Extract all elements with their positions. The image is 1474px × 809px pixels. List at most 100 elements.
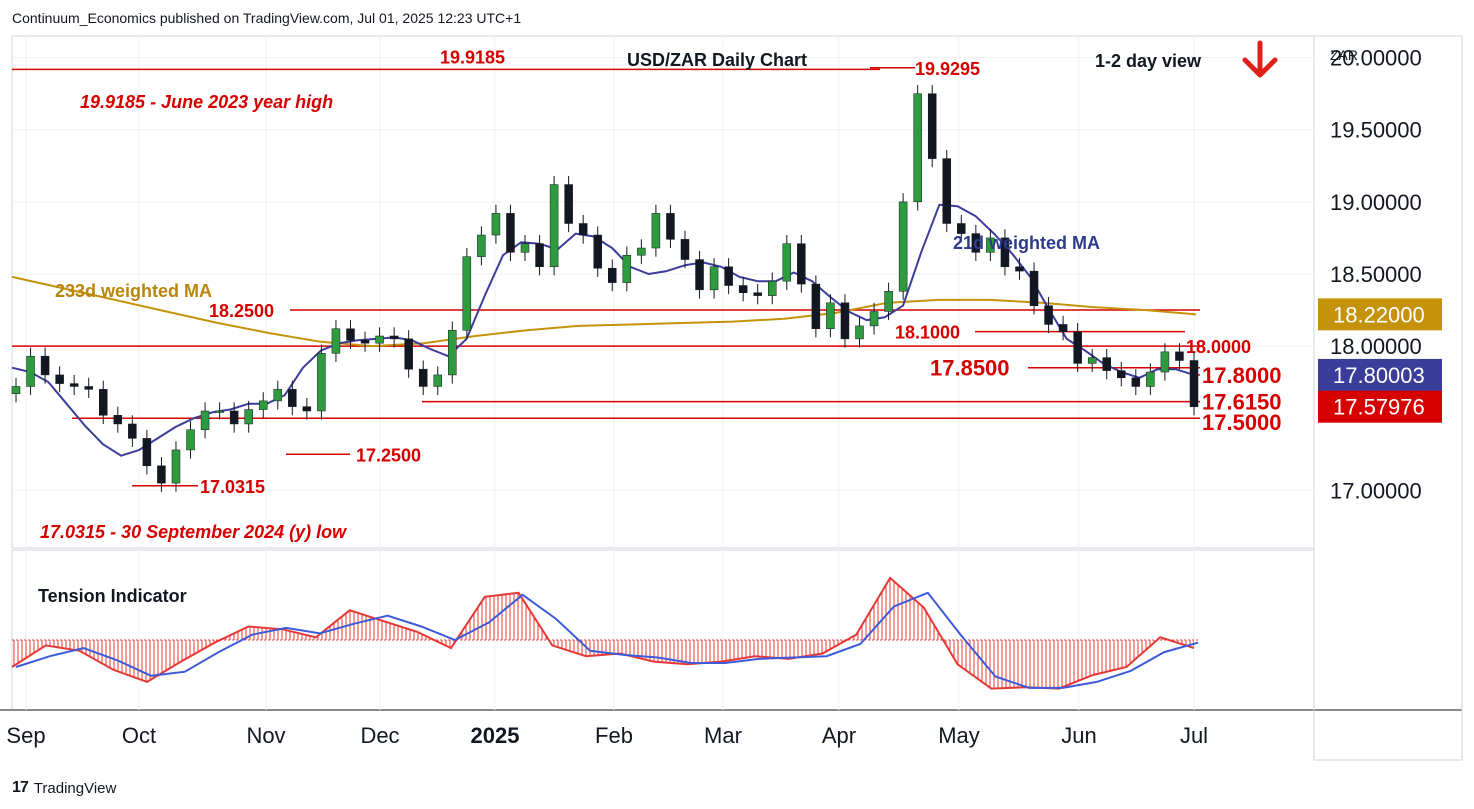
level-label: 19.9185 [440,47,505,67]
candle-body [302,406,312,412]
candle-body [840,302,850,340]
candle-body [753,292,762,296]
candle-body [855,325,864,340]
x-tick-label: Jul [1180,723,1208,748]
x-tick-label: Feb [595,723,633,748]
price-tag-bg [1318,390,1442,423]
candle-body [389,335,399,340]
level-label: 17.5000 [1202,410,1282,435]
candle-body [782,243,792,282]
publisher-header: Continuum_Economics published on Trading… [12,10,522,26]
candle-body [549,184,559,268]
candle-body [1073,331,1082,364]
candle-body [637,247,646,256]
tradingview-footer[interactable]: 17 TradingView [12,779,116,797]
candle-body [375,335,384,344]
candle-body [1189,360,1199,407]
candle-body [229,410,239,425]
candle-body [709,266,719,291]
candle-body [869,311,879,327]
candle-body [608,267,617,283]
candle-body [142,438,152,467]
candle-body [69,383,79,387]
candle-body [1058,324,1068,332]
candle-body [1102,357,1111,371]
candle-body [957,223,966,234]
candle-body [331,328,341,354]
x-tick-label: Oct [122,723,156,748]
candle-body [55,374,64,384]
x-tick-label: Dec [360,723,399,748]
candle-body [535,243,544,268]
candle-body [986,237,995,253]
y-tick-label: 20.00000 [1330,46,1422,71]
tradingview-label: TradingView [33,779,117,797]
y-tick-label: 18.50000 [1330,262,1422,287]
candle-body [1087,357,1097,364]
level-label: 18.2500 [209,301,274,321]
tension-panel-frame [11,549,1315,711]
candle-body [288,389,297,407]
x-tick-label: May [938,723,980,748]
y-tick-label: 17.00000 [1330,478,1422,503]
candle-body [448,329,457,376]
price-tag-label: 18.22000 [1333,302,1425,327]
candle-body [462,256,472,331]
candle-body [99,389,108,416]
candle-body [40,355,50,376]
candle-body [1160,351,1170,373]
y-tick-label: 19.50000 [1330,118,1422,143]
candle-body [418,368,428,387]
candle-body [942,158,952,224]
price-tag-bg [1318,298,1442,331]
candle-body [971,233,981,253]
price-axis-box [1313,35,1463,761]
candle-body [622,254,632,283]
candle-body [186,429,195,451]
candle-body [564,184,573,224]
candle-body [695,259,704,291]
candle-body [738,285,748,293]
tension-fast-line [11,576,1195,690]
label-tension-indicator: Tension Indicator [38,586,187,606]
down-arrow-icon [1242,40,1278,78]
candle-body [433,374,443,387]
candle-body [826,302,835,330]
currency-label: ZAR [1330,47,1358,63]
view-label: 1-2 day view [1095,51,1202,71]
level-label: 18.1000 [895,323,960,343]
candle-body [11,386,21,394]
candle-body [913,93,922,203]
level-label: 19.9295 [915,59,980,79]
x-tick-label: Nov [246,723,285,748]
candle-body [171,449,181,484]
candle-body [26,355,35,387]
candle-body [506,213,515,253]
candle-body [1146,371,1155,387]
candle-body [520,243,530,253]
x-tick-label: Sep [6,723,45,748]
x-tick-label: Mar [704,723,742,748]
candle-body [680,239,690,260]
candle-body [1131,377,1141,387]
ma233-line [11,275,1197,348]
candle-body [593,234,602,269]
price-tag-label: 17.80003 [1333,363,1425,388]
candle-body [651,213,661,249]
candle-body [666,213,675,240]
label-233d-ma: 233d weighted MA [55,281,212,301]
level-label: 17.2500 [356,445,421,465]
candle-body [477,234,486,257]
candle-body [898,201,908,292]
candle-body [317,353,326,412]
label-21d-ma: 21d weighted MA [953,233,1100,253]
level-label: 17.8500 [930,356,1010,381]
candle-body [811,283,821,330]
candle-body [1175,351,1184,361]
candle-body [1015,266,1024,272]
candle-body [927,93,937,159]
price-tag-label: 17.57976 [1333,395,1425,420]
candle-body [128,423,137,439]
candle-body [1000,237,1010,268]
